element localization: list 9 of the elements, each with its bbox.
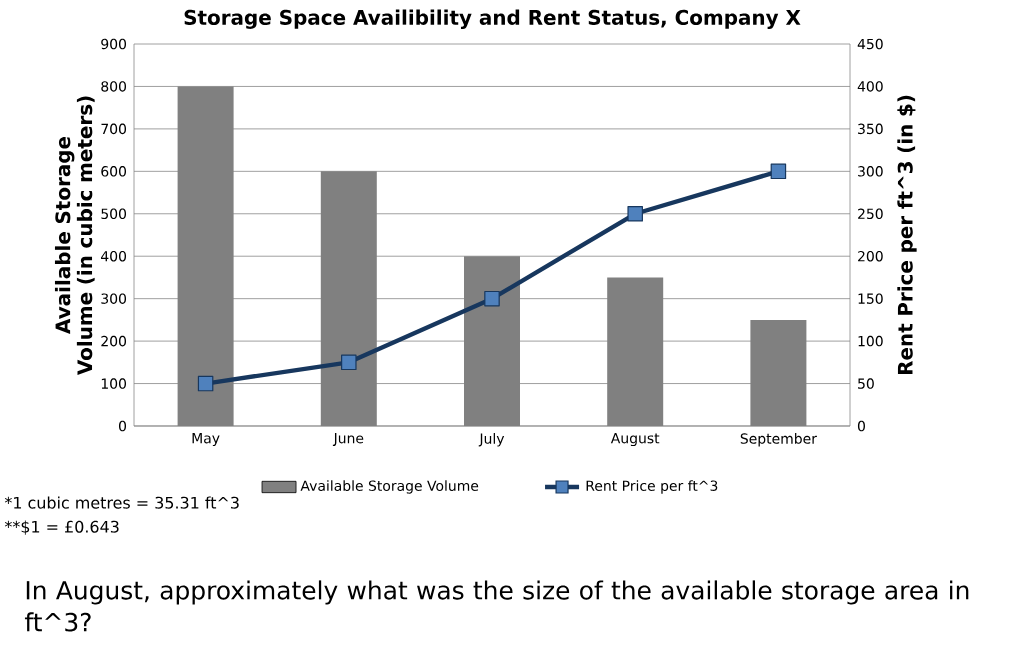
y-axis-title: Available Storage Volume (in cubic meters): [54, 96, 95, 376]
y2-axis-title: Rent Price per ft^3 (in $): [897, 95, 917, 375]
chart-title: Storage Space Availibility and Rent Status, Company X: [184, 9, 801, 29]
point: [770, 163, 787, 180]
point: [341, 354, 357, 371]
text: In August, approximately what was the size of the available storage area in ft^3?: [24, 580, 969, 632]
point: [484, 290, 500, 307]
point: [197, 375, 214, 392]
point: [627, 206, 643, 222]
